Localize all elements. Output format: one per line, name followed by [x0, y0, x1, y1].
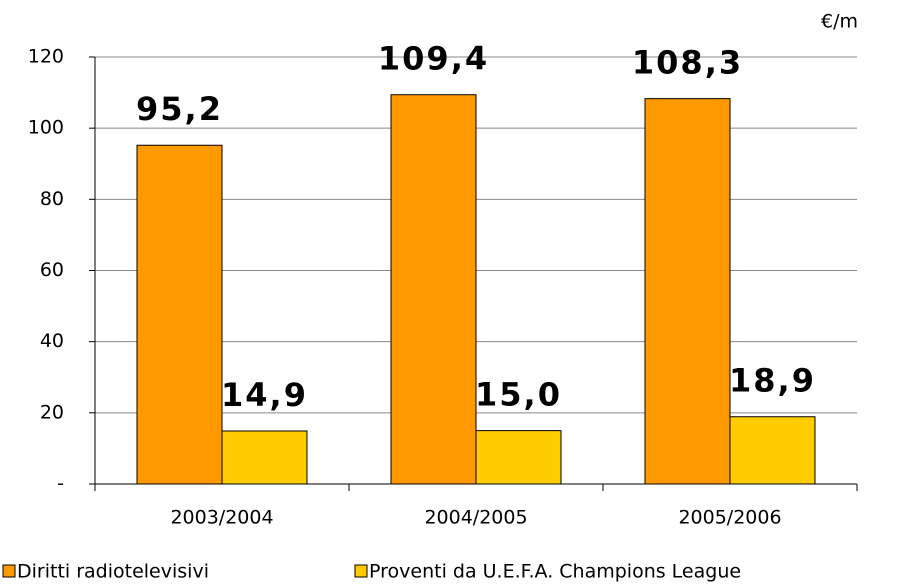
bar	[136, 144, 223, 485]
legend-swatch	[354, 564, 368, 578]
bar	[390, 94, 477, 485]
value-label: 18,9	[729, 362, 816, 400]
x-tick-label: 2005/2006	[678, 507, 781, 529]
value-label: 14,9	[221, 376, 308, 414]
bar	[475, 430, 562, 485]
x-tick-label: 2003/2004	[170, 507, 273, 529]
y-tick-label: -	[57, 473, 64, 495]
y-tick-label: 60	[40, 259, 64, 281]
value-label: 15,0	[475, 376, 562, 414]
legend-label: Diritti radiotelevisivi	[17, 561, 209, 583]
y-tick-label: 120	[28, 46, 64, 68]
x-tick-label: 2004/2005	[424, 507, 527, 529]
legend-label: Proventi da U.E.F.A. Champions League	[369, 561, 741, 583]
bar	[644, 98, 731, 485]
legend-swatch	[2, 564, 16, 578]
value-label: 95,2	[136, 90, 223, 128]
y-tick-label: 80	[40, 188, 64, 210]
y-tick-label: 100	[28, 117, 64, 139]
y-tick-label: 40	[40, 330, 64, 352]
value-label: 108,3	[632, 44, 743, 82]
bar	[221, 430, 308, 485]
unit-label: €/m	[821, 11, 858, 33]
y-tick-label: 20	[40, 401, 64, 423]
value-label: 109,4	[378, 40, 489, 78]
bar	[729, 416, 816, 485]
